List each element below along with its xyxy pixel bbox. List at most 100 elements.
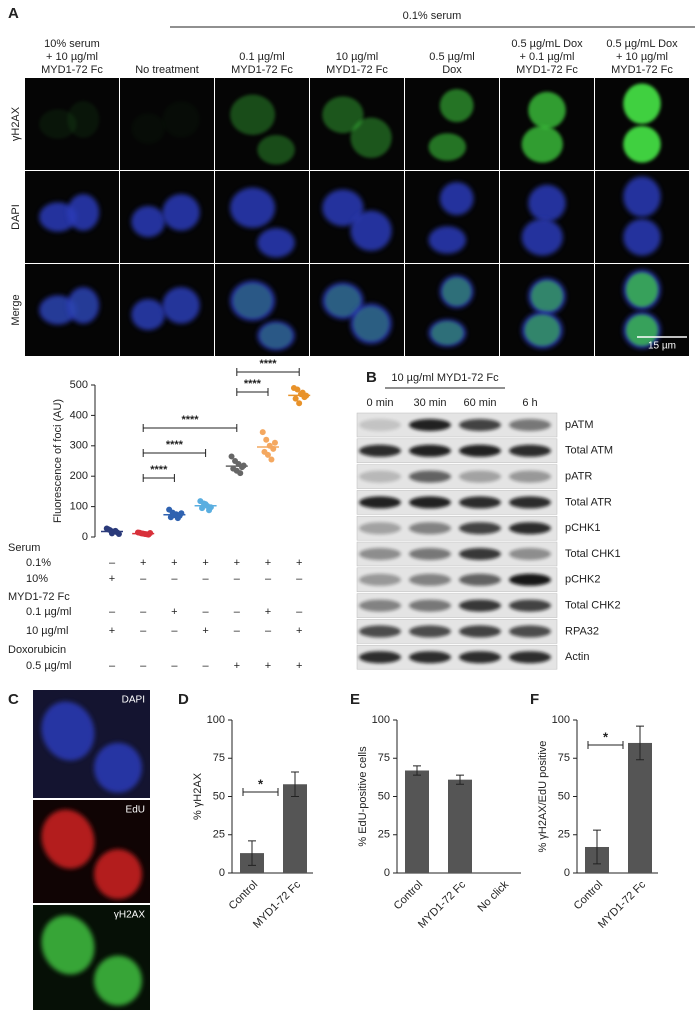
y-axis-label: % γH2AX: [192, 772, 204, 820]
condition-mark: –: [203, 573, 210, 585]
condition-mark: –: [140, 660, 147, 672]
y-tick-label: 0: [564, 867, 570, 879]
significance-label: ****: [150, 464, 168, 476]
significance-bracket: [142, 449, 207, 457]
condition-mark: +: [202, 625, 208, 637]
blot-band: [409, 651, 451, 664]
significance-bracket: [142, 474, 175, 482]
blot-band: [359, 548, 401, 560]
blot-band: [509, 625, 551, 638]
y-axis-label: % EdU-positive cells: [357, 746, 369, 847]
blot-band: [509, 599, 551, 612]
data-point: [271, 439, 278, 446]
condition-mark: –: [234, 606, 241, 618]
y-tick-label: 300: [70, 440, 88, 452]
significance-label: ****: [166, 439, 184, 451]
nucleus: [428, 226, 467, 254]
column-header: + 10 µg/ml: [46, 51, 98, 63]
column-header: 0.5 µg/mL Dox: [606, 38, 678, 50]
blot-band: [459, 419, 501, 431]
x-tick-label: Control: [392, 879, 426, 913]
nucleus: [94, 849, 142, 900]
panel-label: F: [530, 691, 539, 708]
nucleus-foci: [134, 301, 163, 328]
error-bar: [291, 771, 299, 797]
nucleus-foci: [67, 101, 100, 138]
y-axis-label: % γH2AX/EdU positive: [537, 741, 549, 853]
condition-mark: +: [296, 660, 302, 672]
nucleus-foci: [257, 135, 295, 165]
data-point: [264, 451, 271, 458]
data-point: [174, 515, 181, 522]
channel-label: γH2AX: [114, 910, 145, 921]
error-bar: [456, 774, 464, 785]
blot-band: [409, 496, 451, 509]
channel-label: DAPI: [122, 695, 145, 706]
protein-label: Total ATR: [565, 496, 612, 508]
blot-band: [509, 419, 551, 431]
column-header: + 10 µg/ml: [616, 51, 668, 63]
nucleus: [131, 298, 166, 331]
condition-mark: –: [109, 557, 116, 569]
y-axis-label: Fluorescence of foci (AU): [52, 399, 64, 523]
blot-band: [409, 599, 451, 612]
panel-label: A: [8, 5, 19, 22]
row-label: γH2AX: [10, 106, 22, 141]
treatment-label: 10 µg/ml MYD1-72 Fc: [391, 372, 499, 384]
condition-mark: +: [140, 557, 146, 569]
lane-label: 60 min: [463, 397, 496, 409]
condition-mark: +: [109, 573, 115, 585]
condition-mark: +: [109, 625, 115, 637]
nucleus-foci: [442, 277, 472, 306]
column-header: 10 µg/ml: [336, 51, 378, 63]
nucleus: [67, 194, 100, 231]
condition-mark: –: [296, 573, 303, 585]
y-tick-label: 50: [213, 790, 225, 802]
column-header: 0.5 µg/mL Dox: [511, 38, 583, 50]
blot-band: [359, 470, 401, 483]
protein-label: Total CHK2: [565, 600, 621, 612]
blot-band: [459, 548, 501, 560]
protein-label: Actin: [565, 651, 589, 663]
condition-mark: –: [109, 606, 116, 618]
error-bar: [593, 829, 601, 865]
nucleus-foci: [165, 290, 197, 321]
condition-mark: +: [202, 557, 208, 569]
nucleus-foci: [233, 283, 272, 319]
blot-band: [359, 599, 401, 612]
blot-band: [359, 573, 401, 586]
x-tick-label: No click: [475, 878, 511, 914]
nucleus-foci: [428, 133, 467, 161]
nucleus-foci: [69, 289, 97, 322]
nucleus: [521, 218, 563, 256]
y-tick-label: 50: [558, 790, 570, 802]
nucleus: [439, 182, 474, 216]
blot-band: [409, 573, 451, 586]
nucleus-foci: [626, 272, 658, 307]
nucleus-foci: [41, 297, 74, 323]
condition-label: 0.5 µg/ml: [26, 660, 71, 672]
significance-label: *: [603, 729, 609, 744]
nucleus-foci: [353, 306, 389, 342]
panel-label: C: [8, 691, 19, 708]
column-header: MYD1-72 Fc: [231, 64, 293, 76]
nucleus: [162, 194, 200, 231]
y-tick-label: 75: [558, 752, 570, 764]
row-label: DAPI: [10, 204, 22, 230]
nucleus-foci: [39, 109, 77, 139]
condition-header: Serum: [8, 542, 40, 554]
significance-label: *: [258, 776, 264, 791]
error-bar: [248, 840, 256, 866]
significance-bracket: [242, 788, 279, 796]
y-tick-label: 25: [378, 829, 390, 841]
x-tick-label: Control: [572, 879, 606, 913]
condition-mark: –: [171, 625, 178, 637]
y-tick-label: 0: [219, 867, 225, 879]
nucleus: [230, 187, 276, 229]
condition-mark: –: [171, 660, 178, 672]
condition-mark: +: [265, 660, 271, 672]
micrograph: [120, 78, 214, 170]
blot-band: [409, 522, 451, 535]
nucleus-foci: [131, 113, 165, 144]
